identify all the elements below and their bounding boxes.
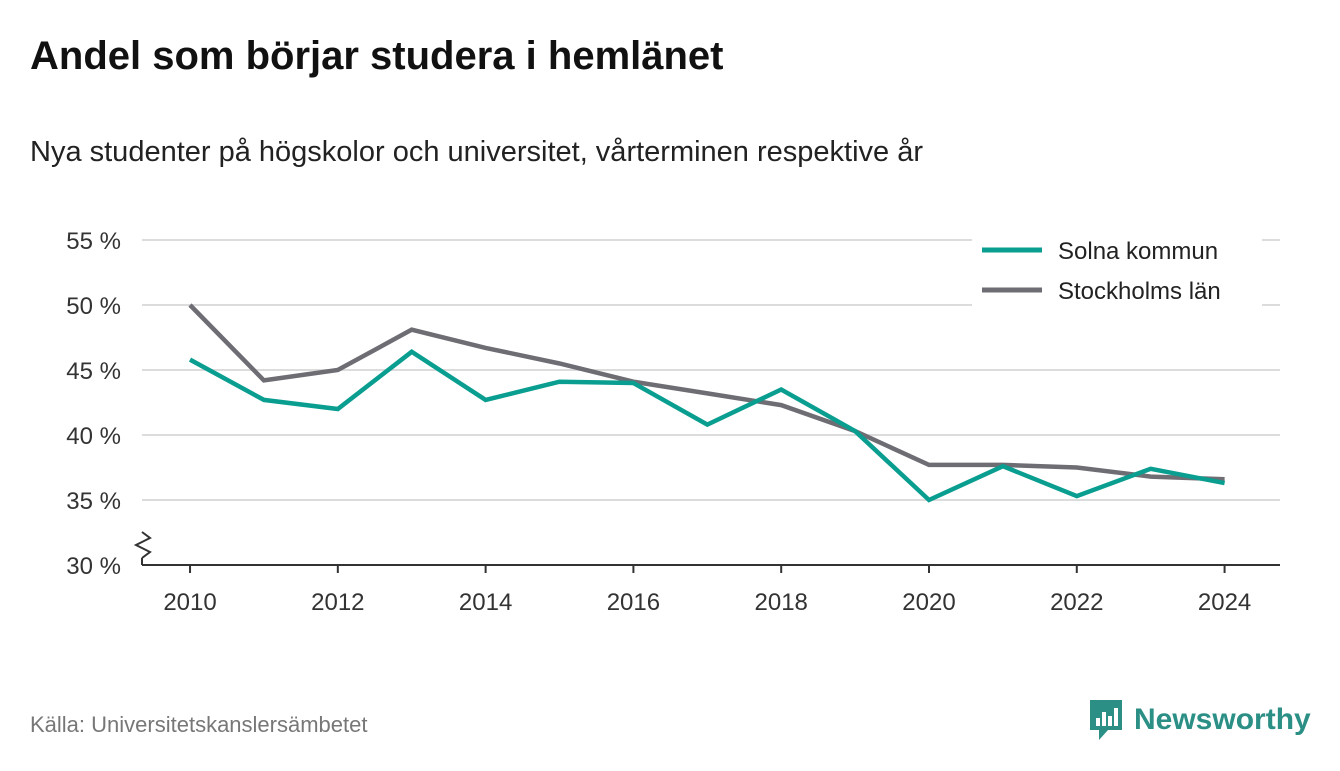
newsworthy-logo-icon	[1090, 700, 1122, 740]
y-tick-label: 50 %	[66, 293, 121, 320]
legend-background	[972, 228, 1262, 312]
series-line-solna-kommun	[188, 349, 1226, 503]
y-axis-break-icon	[133, 531, 152, 559]
x-tick-label: 2024	[1198, 589, 1251, 616]
y-tick-label: 55 %	[66, 228, 121, 255]
y-tick-label: 35 %	[66, 488, 121, 515]
legend-label: Stockholms län	[1058, 278, 1221, 305]
x-tick-label: 2016	[607, 589, 660, 616]
y-tick-label: 45 %	[66, 358, 121, 385]
data-series	[188, 303, 1226, 503]
y-tick-label: 30 %	[66, 553, 121, 580]
x-tick-label: 2020	[902, 589, 955, 616]
series-line-stockholms-l-n	[188, 303, 1225, 482]
x-tick-label: 2014	[459, 589, 512, 616]
brand-name: Newsworthy	[1134, 703, 1311, 736]
legend-label: Solna kommun	[1058, 238, 1218, 265]
axes: 30 % 35 % 40 % 45 % 50 % 55 % 2010 2012 2014 2016…	[66, 228, 1280, 616]
y-tick-label: 40 %	[66, 423, 121, 450]
source-note: Källa: Universitetskanslersämbetet	[30, 712, 368, 737]
legend: Solna kommun Stockholms län	[972, 228, 1262, 312]
x-tick-label: 2018	[755, 589, 808, 616]
x-tick-label: 2012	[311, 589, 364, 616]
chart-subtitle: Nya studenter på högskolor och universit…	[30, 136, 923, 168]
brand-logo: Newsworthy	[1088, 698, 1311, 742]
chart-title: Andel som börjar studera i hemlänet	[30, 34, 724, 78]
x-tick-label: 2022	[1050, 589, 1103, 616]
x-tick-label: 2010	[163, 589, 216, 616]
